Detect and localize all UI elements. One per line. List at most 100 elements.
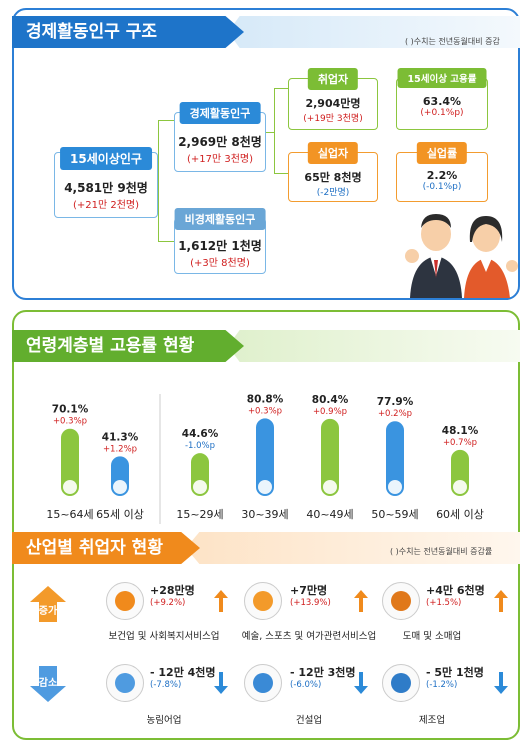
connector bbox=[274, 88, 288, 174]
connector bbox=[266, 132, 274, 133]
mascot-illustration bbox=[405, 214, 518, 298]
bar-change-label: +0.9%p bbox=[313, 407, 347, 417]
industry-item: +28만명 (+9.2%) bbox=[150, 582, 195, 608]
active-pop-label: 경제활동인구 bbox=[179, 102, 261, 124]
pop15-label: 15세이상인구 bbox=[60, 147, 152, 170]
industry-change: (+9.2%) bbox=[150, 598, 186, 608]
bar-value-label: 77.9% bbox=[377, 396, 414, 408]
inactive-pop-value: 1,612만 1천명 bbox=[178, 239, 262, 253]
chart-bar bbox=[256, 418, 274, 496]
industry-value: - 12만 3천명 bbox=[290, 666, 356, 679]
down-arrow-icon bbox=[354, 672, 368, 694]
pop15-box: 15세이상인구 4,581만 9천명 (+21만 2천명) bbox=[54, 147, 158, 218]
inactive-pop-box: 비경제활동인구 1,612만 1천명 (+3만 8천명) bbox=[174, 208, 266, 274]
pop15-value: 4,581만 9천명 bbox=[64, 181, 148, 195]
industry-change: (-1.2%) bbox=[426, 680, 458, 690]
unemp-rate-box: 실업률 2.2% (-0.1%p) bbox=[396, 142, 488, 202]
bar-value-label: 48.1% bbox=[442, 425, 479, 437]
industry-value: - 5만 1천명 bbox=[426, 666, 484, 679]
down-arrow-icon bbox=[214, 672, 228, 694]
employed-change: (+19만 3천명) bbox=[303, 114, 363, 124]
employed-value: 2,904만명 bbox=[305, 97, 361, 110]
industry-item: +4만 6천명 (+1.5%) bbox=[426, 582, 485, 608]
unemployed-value: 65만 8천명 bbox=[304, 171, 362, 184]
category-label: 15~64세 bbox=[46, 508, 93, 521]
category-label: 60세 이상 bbox=[436, 508, 484, 521]
palette-icon bbox=[244, 582, 282, 620]
active-pop-value: 2,969만 8천명 bbox=[178, 135, 262, 149]
section-title-age-employment: 연령계층별 고용률 현황 bbox=[12, 330, 244, 362]
unemployed-box: 실업자 65만 8천명 (-2만명) bbox=[288, 142, 378, 202]
industry-name: 건설업 bbox=[295, 715, 323, 726]
industry-item: +7만명 (+13.9%) bbox=[290, 582, 331, 608]
industry-value: +7만명 bbox=[290, 584, 328, 597]
unemp-rate-value: 2.2% bbox=[426, 169, 458, 182]
unemp-rate-label: 실업률 bbox=[416, 142, 468, 164]
person-icon bbox=[323, 480, 337, 494]
inactive-pop-change: (+3만 8천명) bbox=[190, 258, 250, 269]
industry-change: (+13.9%) bbox=[290, 598, 331, 608]
wheat-icon bbox=[106, 664, 144, 702]
industry-item: - 12만 4천명 (-7.8%) bbox=[150, 664, 216, 690]
industry-name: 농림어업 bbox=[146, 715, 182, 726]
bar-change-label: +0.3%p bbox=[248, 406, 282, 416]
industry-value: +28만명 bbox=[150, 584, 195, 597]
decrease-arrow-icon bbox=[30, 666, 66, 702]
bar-change-label: +1.2%p bbox=[103, 444, 137, 454]
bar-change-label: +0.3%p bbox=[53, 417, 87, 427]
inactive-pop-label: 비경제활동인구 bbox=[174, 208, 266, 230]
section-note: ( )수치는 전년동월대비 증감 bbox=[405, 37, 500, 46]
industry-item: - 5만 1천명 (-1.2%) bbox=[426, 664, 484, 690]
person-icon bbox=[258, 480, 272, 494]
bar-value-label: 80.4% bbox=[312, 394, 349, 406]
industry-name: 제조업 bbox=[418, 715, 446, 726]
active-pop-change: (+17만 3천명) bbox=[186, 154, 254, 165]
category-label: 40~49세 bbox=[306, 508, 353, 521]
connector bbox=[158, 120, 174, 242]
increase-arrow-icon bbox=[30, 586, 66, 622]
industry-change: (-7.8%) bbox=[150, 680, 182, 690]
shopping-basket-icon bbox=[382, 582, 420, 620]
pop15-change: (+21만 2천명) bbox=[72, 200, 140, 211]
unemployed-label: 실업자 bbox=[307, 142, 359, 164]
title-banner-tail bbox=[186, 532, 520, 564]
industry-name: 보건업 및 사회복지서비스업 bbox=[108, 631, 220, 642]
bar-change-label: +0.2%p bbox=[378, 409, 412, 419]
person-icon bbox=[388, 480, 402, 494]
industry-value: +4만 6천명 bbox=[426, 584, 485, 597]
decrease-label: 감소 bbox=[38, 678, 58, 689]
chart-bar bbox=[61, 428, 79, 496]
title-banner-tail bbox=[228, 330, 520, 362]
up-arrow-icon bbox=[214, 590, 228, 612]
bar-value-label: 70.1% bbox=[52, 404, 89, 416]
emp-rate-change: (+0.1%p) bbox=[420, 108, 464, 118]
industry-name: 예술, 스포츠 및 여가관련서비스업 bbox=[241, 631, 377, 642]
category-label: 15~29세 bbox=[176, 508, 223, 521]
up-arrow-icon bbox=[354, 590, 368, 612]
industry-name: 도매 및 소매업 bbox=[402, 631, 462, 642]
bar-value-label: 41.3% bbox=[102, 431, 139, 443]
industry-change: (+1.5%) bbox=[426, 598, 462, 608]
up-arrow-icon bbox=[494, 590, 508, 612]
medical-kit-icon bbox=[106, 582, 144, 620]
active-pop-box: 경제활동인구 2,969만 8천명 (+17만 3천명) bbox=[174, 102, 266, 172]
person-icon bbox=[113, 480, 127, 494]
person-icon bbox=[193, 480, 207, 494]
person-icon bbox=[453, 480, 467, 494]
gear-icon bbox=[382, 664, 420, 702]
down-arrow-icon bbox=[494, 672, 508, 694]
emp-rate-value: 63.4% bbox=[422, 95, 462, 108]
bar-value-label: 80.8% bbox=[247, 393, 284, 405]
person-icon bbox=[63, 480, 77, 494]
increase-label: 증가 bbox=[38, 606, 58, 617]
industry-item: - 12만 3천명 (-6.0%) bbox=[290, 664, 356, 690]
emp-rate-box: 15세이상 고용률 63.4% (+0.1%p) bbox=[396, 68, 488, 130]
bar-value-label: 44.6% bbox=[182, 428, 219, 440]
chart-bar bbox=[386, 421, 404, 496]
section-title-industry-employment: 산업별 취업자 현황 bbox=[12, 532, 200, 564]
category-label: 65세 이상 bbox=[96, 508, 144, 521]
employed-label: 취업자 bbox=[307, 68, 359, 90]
employed-box: 취업자 2,904만명 (+19만 3천명) bbox=[288, 68, 378, 130]
unemployed-change: (-2만명) bbox=[316, 188, 350, 198]
